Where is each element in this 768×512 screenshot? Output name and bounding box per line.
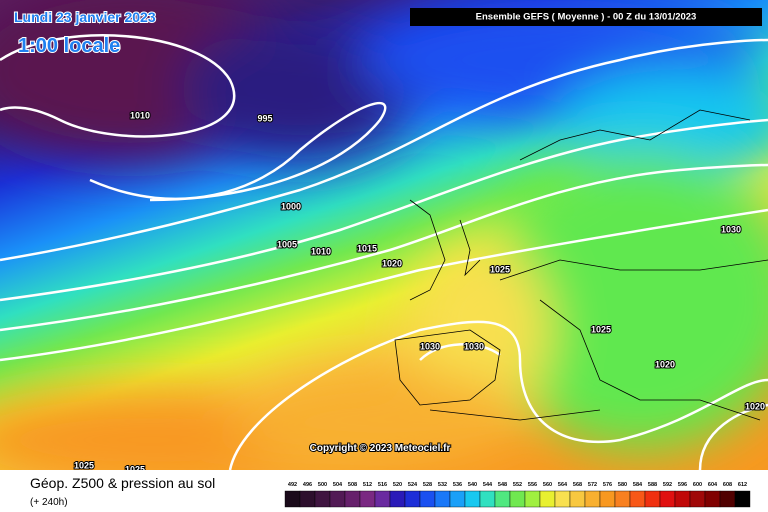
scale-label: 528 bbox=[423, 482, 432, 488]
scale-swatch bbox=[569, 490, 586, 508]
run-info: Ensemble GEFS ( Moyenne ) - 00 Z du 13/0… bbox=[476, 12, 697, 23]
isobar-label: 1005 bbox=[277, 239, 297, 249]
scale-swatch bbox=[389, 490, 406, 508]
scale-swatch bbox=[614, 490, 631, 508]
isobar-label: 1020 bbox=[382, 258, 402, 268]
scale-label: 548 bbox=[498, 482, 507, 488]
scale-label: 544 bbox=[483, 482, 493, 488]
isobar-label: 1010 bbox=[130, 110, 150, 120]
scale-label: 512 bbox=[363, 482, 372, 488]
isobar-label: 1010 bbox=[311, 246, 331, 256]
scale-label: 584 bbox=[633, 482, 643, 488]
scale-swatch bbox=[449, 490, 466, 508]
scale-swatch bbox=[404, 490, 421, 508]
scale-swatch bbox=[464, 490, 481, 508]
scale-label: 600 bbox=[693, 482, 702, 488]
scale-label: 524 bbox=[408, 482, 418, 488]
scale-label: 596 bbox=[678, 482, 687, 488]
isobar-label: 1030 bbox=[464, 341, 484, 351]
scale-swatch bbox=[689, 490, 706, 508]
scale-swatch bbox=[599, 490, 616, 508]
scale-swatch bbox=[419, 490, 436, 508]
scale-label: 612 bbox=[738, 482, 747, 488]
scale-label: 540 bbox=[468, 482, 477, 488]
color-scale: 492 496 500 504 508 512 516 520 524 528 532 536 540 5… bbox=[284, 482, 751, 508]
scale-label: 536 bbox=[453, 482, 462, 488]
footer-title: Géop. Z500 & pression au sol bbox=[30, 475, 215, 491]
scale-label: 560 bbox=[543, 482, 552, 488]
lead-time: (+ 240h) bbox=[30, 497, 68, 508]
scale-label: 588 bbox=[648, 482, 657, 488]
scale-label: 500 bbox=[318, 482, 327, 488]
isobar-label: 1015 bbox=[357, 243, 377, 253]
coastlines bbox=[394, 109, 768, 421]
scale-label: 508 bbox=[348, 482, 357, 488]
scale-label: 564 bbox=[558, 482, 568, 488]
scale-swatch bbox=[704, 490, 721, 508]
scale-swatch bbox=[299, 490, 316, 508]
scale-swatch bbox=[524, 490, 541, 508]
scale-swatch bbox=[584, 490, 601, 508]
scale-swatch bbox=[719, 490, 736, 508]
valid-date: Lundi 23 janvier 2023 bbox=[14, 9, 156, 25]
field bbox=[0, 0, 768, 490]
scale-label: 504 bbox=[333, 482, 343, 488]
scale-label: 556 bbox=[528, 482, 537, 488]
scale-label: 532 bbox=[438, 482, 447, 488]
scale-label: 492 bbox=[288, 482, 297, 488]
scale-swatch bbox=[494, 490, 511, 508]
scale-label: 568 bbox=[573, 482, 582, 488]
scale-swatch bbox=[539, 490, 556, 508]
scale-label: 580 bbox=[618, 482, 627, 488]
scale-label: 604 bbox=[708, 482, 718, 488]
run-banner bbox=[410, 8, 762, 26]
isobar-label: 1020 bbox=[655, 359, 675, 369]
isobar-labels: 1010 995 1000 1005 1010 1015 1020 1025 1030 1025 1… bbox=[73, 109, 766, 475]
isobar-label: 1025 bbox=[591, 324, 611, 334]
isobar-label: 1020 bbox=[745, 401, 765, 411]
scale-label: 572 bbox=[588, 482, 597, 488]
isobar-label: 1030 bbox=[420, 341, 440, 351]
scale-swatch bbox=[479, 490, 496, 508]
scale-label: 496 bbox=[303, 482, 312, 488]
scale-swatch bbox=[644, 490, 661, 508]
scale-label: 592 bbox=[663, 482, 672, 488]
scale-label: 608 bbox=[723, 482, 732, 488]
scale-swatch bbox=[344, 490, 361, 508]
scale-swatch bbox=[554, 490, 571, 508]
scale-label: 520 bbox=[393, 482, 402, 488]
isobar-label: 1030 bbox=[721, 224, 741, 234]
scale-swatch bbox=[434, 490, 451, 508]
isobar-label: 1000 bbox=[281, 201, 301, 211]
scale-label: 576 bbox=[603, 482, 612, 488]
scale-swatch bbox=[674, 490, 691, 508]
scale-swatch bbox=[734, 490, 751, 508]
isobar-label: 1025 bbox=[74, 460, 94, 470]
scale-swatch bbox=[509, 490, 526, 508]
isobar-label: 995 bbox=[257, 113, 272, 123]
scale-swatch bbox=[359, 490, 376, 508]
scale-swatch bbox=[374, 490, 391, 508]
copyright: Copyright © 2023 Meteociel.fr bbox=[310, 443, 451, 454]
scale-swatch bbox=[659, 490, 676, 508]
isobar-label: 1025 bbox=[490, 264, 510, 274]
scale-label: 516 bbox=[378, 482, 387, 488]
scale-swatch bbox=[329, 490, 346, 508]
isobars bbox=[0, 34, 768, 471]
local-time: 1:00 locale bbox=[18, 35, 120, 57]
scale-swatch bbox=[629, 490, 646, 508]
scale-swatch bbox=[314, 490, 331, 508]
scale-label: 552 bbox=[513, 482, 522, 488]
scale-swatch bbox=[284, 490, 301, 508]
